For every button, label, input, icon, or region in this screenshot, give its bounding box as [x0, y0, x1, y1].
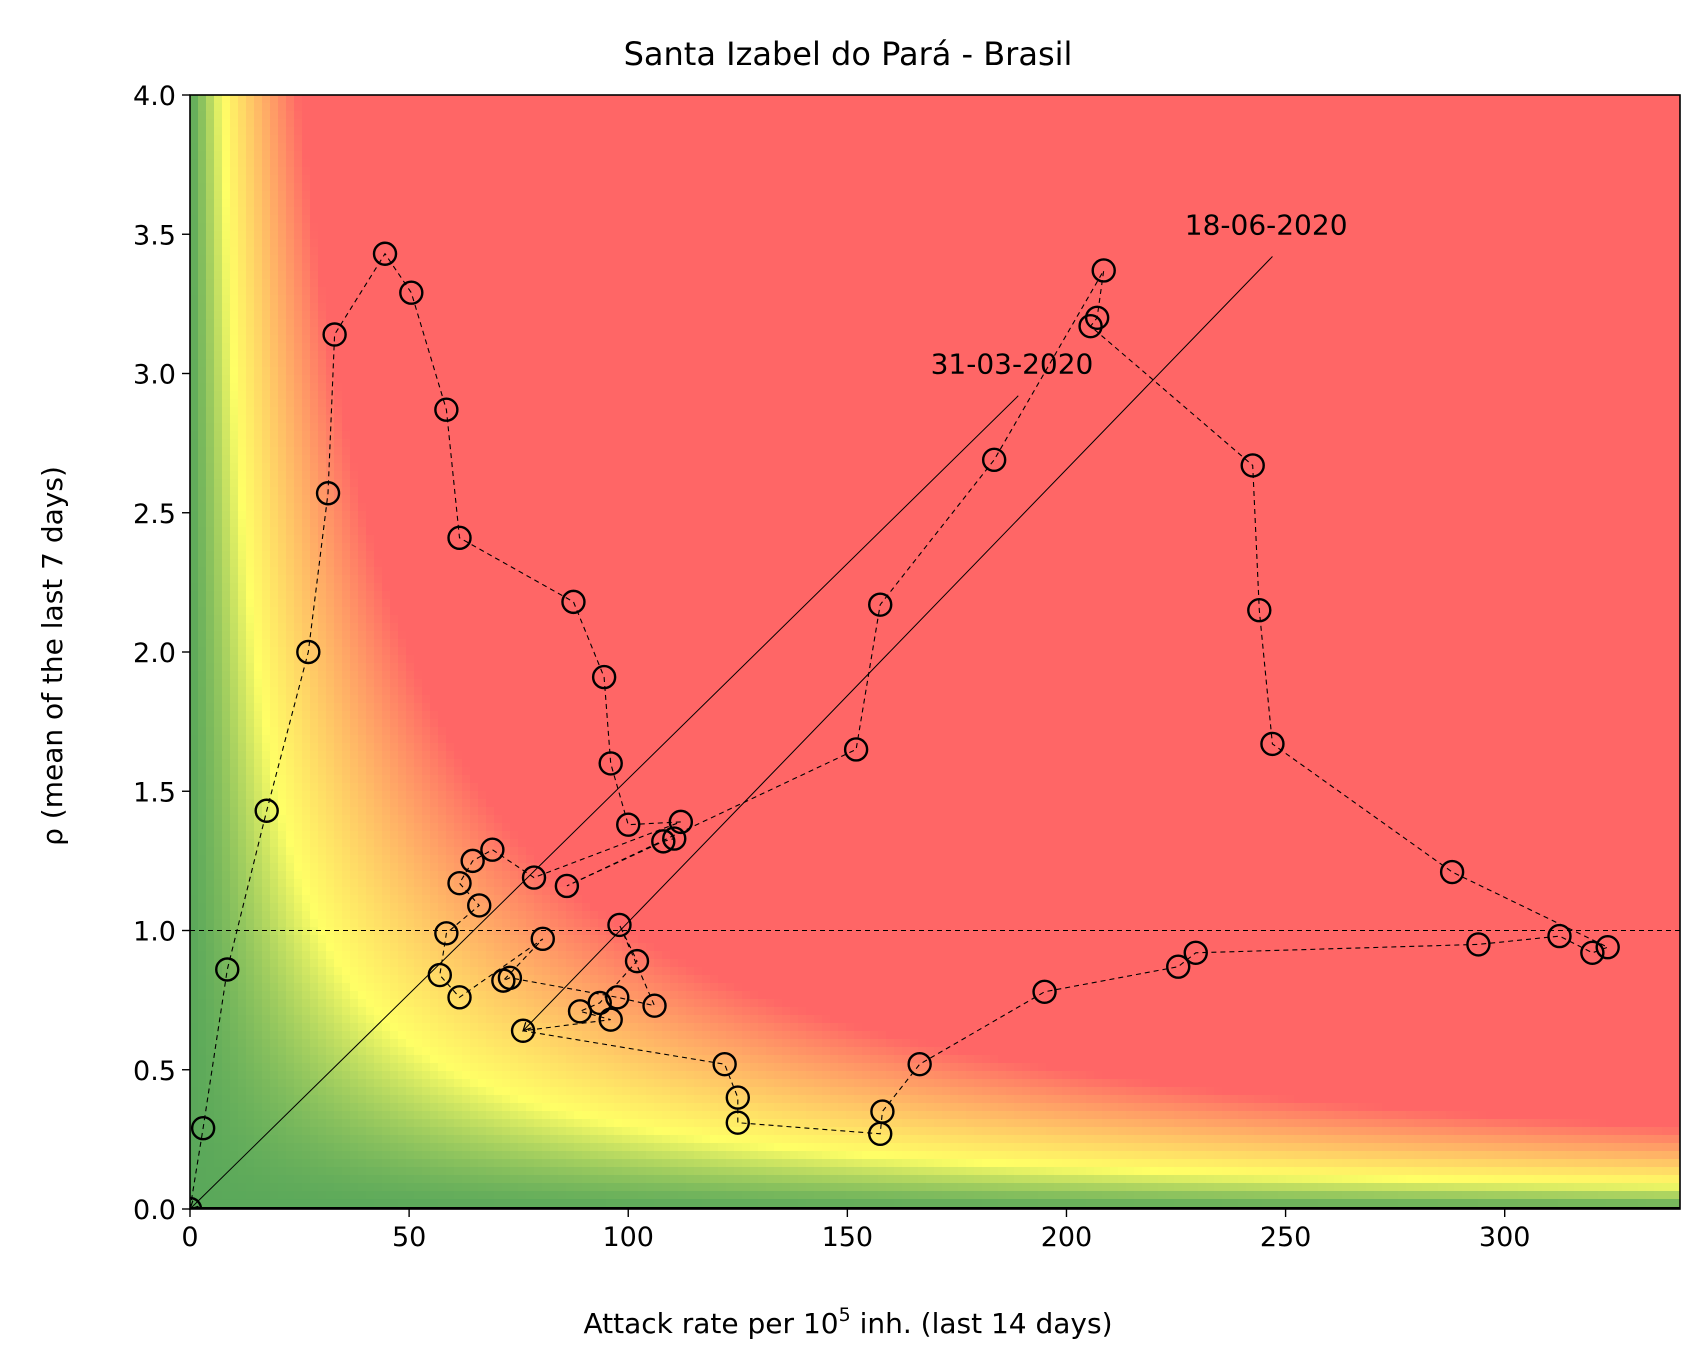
x-tick-label: 100	[602, 1222, 654, 1253]
y-tick-label: 3.0	[133, 360, 176, 391]
x-tick-label: 0	[181, 1222, 198, 1253]
y-tick-label: 0.0	[133, 1195, 176, 1226]
y-tick-label: 1.0	[133, 917, 176, 948]
risk-background	[190, 95, 1687, 1216]
chart-title: Santa Izabel do Pará - Brasil	[624, 35, 1073, 73]
x-tick-label: 200	[1041, 1222, 1093, 1253]
y-tick-label: 3.5	[133, 220, 176, 251]
x-tick-label: 250	[1260, 1222, 1312, 1253]
x-axis-label-prefix: Attack rate per 10	[583, 1307, 838, 1340]
x-axis-label-suffix: inh. (last 14 days)	[851, 1307, 1113, 1340]
y-tick-label: 0.5	[133, 1056, 176, 1087]
y-tick-label: 2.0	[133, 638, 176, 669]
x-axis-label: Attack rate per 105 inh. (last 14 days)	[583, 1304, 1112, 1340]
x-tick-label: 150	[822, 1222, 874, 1253]
annotation-label: 31-03-2020	[931, 348, 1094, 381]
annotation-label: 18-06-2020	[1185, 208, 1348, 241]
x-tick-label: 50	[392, 1222, 426, 1253]
x-axis-label-sup: 5	[839, 1304, 851, 1326]
y-tick-label: 1.5	[133, 777, 176, 808]
y-tick-label: 2.5	[133, 499, 176, 530]
x-tick-label: 300	[1479, 1222, 1531, 1253]
y-tick-label: 4.0	[133, 81, 176, 112]
y-axis-label: ρ (mean of the last 7 days)	[36, 466, 69, 846]
